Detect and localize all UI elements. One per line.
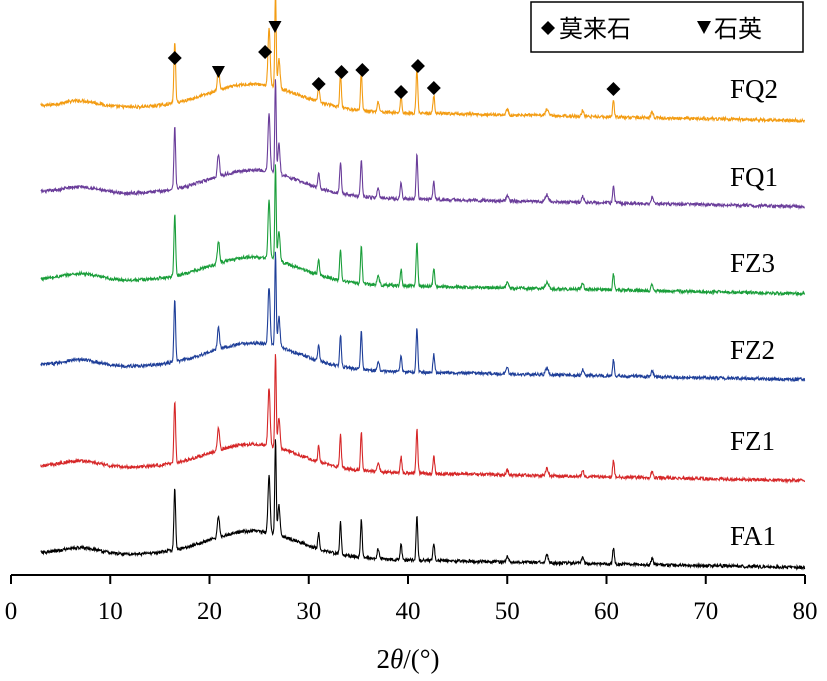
- x-tick-label-20: 20: [197, 598, 222, 625]
- series-label-fq2: FQ2: [730, 74, 778, 104]
- legend-box: [530, 1, 804, 53]
- series-label-fa1: FA1: [730, 521, 776, 551]
- phase-markers: [167, 21, 621, 99]
- mullite-marker-icon: [606, 82, 621, 96]
- mullite-marker-icon: [334, 65, 349, 79]
- x-tick-label-40: 40: [396, 598, 421, 625]
- series-fz3-line: [40, 164, 806, 297]
- x-axis-title: 2θ/(°): [376, 644, 439, 674]
- series-fz2-line: [40, 251, 806, 383]
- xrd-curves: [40, 0, 806, 571]
- series-label-fz1: FZ1: [730, 426, 775, 456]
- x-tick-label-30: 30: [296, 598, 321, 625]
- x-axis-title-theta: θ: [390, 644, 403, 674]
- x-tick-label-50: 50: [495, 598, 520, 625]
- x-tick-label-80: 80: [793, 598, 818, 625]
- x-tick-label-60: 60: [594, 598, 619, 625]
- mullite-marker-icon: [167, 51, 182, 65]
- legend-quartz-label: 石英: [714, 15, 762, 43]
- legend-quartz-icon: [697, 21, 711, 34]
- x-axis-title-suffix: /(°): [403, 644, 439, 674]
- series-label-fz3: FZ3: [730, 248, 775, 278]
- mullite-marker-icon: [258, 45, 273, 59]
- x-axis-title-prefix: 2: [376, 644, 390, 674]
- x-axis-ticks: 0 10 20 30 40 50 60 70 80: [5, 575, 818, 625]
- legend-mullite-label: 莫来石: [559, 15, 631, 43]
- x-tick-label-70: 70: [693, 598, 718, 625]
- mullite-marker-icon: [394, 85, 409, 99]
- mullite-marker-icon: [410, 59, 425, 73]
- series-fq1-line: [40, 79, 805, 211]
- mullite-marker-icon: [311, 77, 326, 91]
- series-fq2-line: [40, 0, 806, 124]
- series-label-fz2: FZ2: [730, 335, 775, 365]
- series-label-fq1: FQ1: [730, 162, 778, 192]
- mullite-marker-icon: [355, 63, 370, 77]
- quartz-marker-icon: [211, 66, 225, 78]
- series-fz1-line: [40, 354, 806, 484]
- series-labels: FQ2 FQ1 FZ3 FZ2 FZ1 FA1: [730, 74, 778, 551]
- series-fa1-line: [40, 439, 806, 571]
- x-tick-label-0: 0: [5, 598, 18, 625]
- legend: 莫来石 石英: [530, 1, 804, 53]
- mullite-marker-icon: [426, 81, 441, 95]
- legend-mullite-icon: [541, 21, 555, 35]
- quartz-marker-icon: [268, 21, 282, 33]
- x-tick-label-10: 10: [98, 598, 123, 625]
